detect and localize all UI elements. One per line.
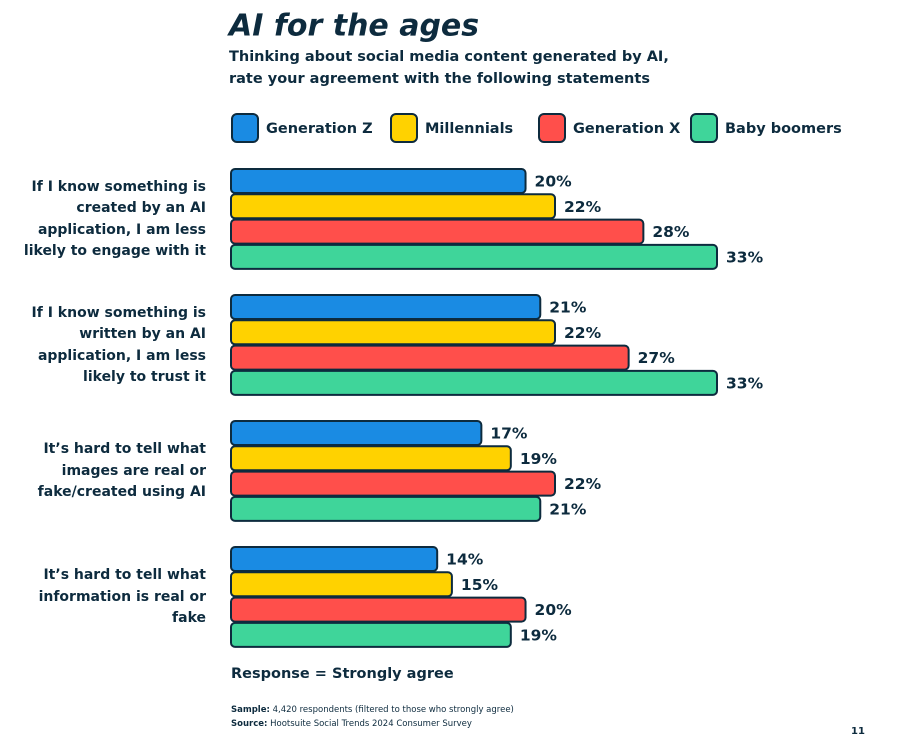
bar xyxy=(230,193,556,220)
sample-label: Sample: xyxy=(231,705,270,715)
bar xyxy=(230,218,645,245)
source-text: Hootsuite Social Trends 2024 Consumer Su… xyxy=(270,719,472,729)
legend-swatch xyxy=(538,113,566,143)
category-label: If I know something is created by an AI … xyxy=(23,178,206,260)
legend-label: Generation Z xyxy=(266,121,373,137)
value-label: 21% xyxy=(549,299,587,317)
sample: Sample: 4,420 respondents (filtered to t… xyxy=(231,705,514,715)
page-number: 11 xyxy=(851,726,865,736)
sample-text: 4,420 respondents (filtered to those who… xyxy=(273,705,514,715)
bar xyxy=(230,445,512,472)
value-label: 19% xyxy=(520,450,558,468)
bar xyxy=(230,571,453,598)
value-label: 22% xyxy=(564,198,602,216)
value-label: 33% xyxy=(726,248,764,266)
note: Response = Strongly agree xyxy=(231,666,454,682)
bar xyxy=(230,369,718,396)
subtitle: Thinking about social media content gene… xyxy=(229,49,669,65)
value-label: 14% xyxy=(446,551,484,569)
source-label: Source: xyxy=(231,719,267,729)
value-label: 20% xyxy=(535,601,573,619)
value-label: 22% xyxy=(564,324,602,342)
source: Source: Hootsuite Social Trends 2024 Con… xyxy=(231,719,472,729)
bar xyxy=(230,344,630,371)
bar xyxy=(230,243,718,270)
bar xyxy=(230,294,542,320)
value-label: 19% xyxy=(520,626,558,644)
value-label: 21% xyxy=(549,500,587,518)
bar xyxy=(230,319,556,346)
legend-swatch xyxy=(690,113,718,143)
category-label: If I know something is written by an AI … xyxy=(31,304,206,386)
value-label: 22% xyxy=(564,475,602,493)
bar xyxy=(230,495,542,522)
legend-label: Millennials xyxy=(425,121,513,137)
value-label: 15% xyxy=(461,576,499,594)
bar xyxy=(230,168,527,194)
chart-title: AI for the ages xyxy=(227,9,479,44)
legend-swatch xyxy=(231,113,259,143)
value-label: 28% xyxy=(652,223,690,241)
subtitle: rate your agreement with the following s… xyxy=(229,71,650,87)
legend-swatch xyxy=(390,113,418,143)
value-label: 27% xyxy=(638,349,676,367)
bar xyxy=(230,420,483,446)
bar xyxy=(230,546,439,572)
bar xyxy=(230,470,556,497)
legend-label: Baby boomers xyxy=(725,121,842,137)
legend-label: Generation X xyxy=(573,121,680,137)
bar xyxy=(230,621,512,648)
value-label: 33% xyxy=(726,374,764,392)
category-label: It’s hard to tell what information is re… xyxy=(38,567,206,627)
value-label: 20% xyxy=(535,173,573,191)
category-label: It’s hard to tell what images are real o… xyxy=(37,441,206,501)
value-label: 17% xyxy=(490,425,528,443)
bar xyxy=(230,596,527,623)
